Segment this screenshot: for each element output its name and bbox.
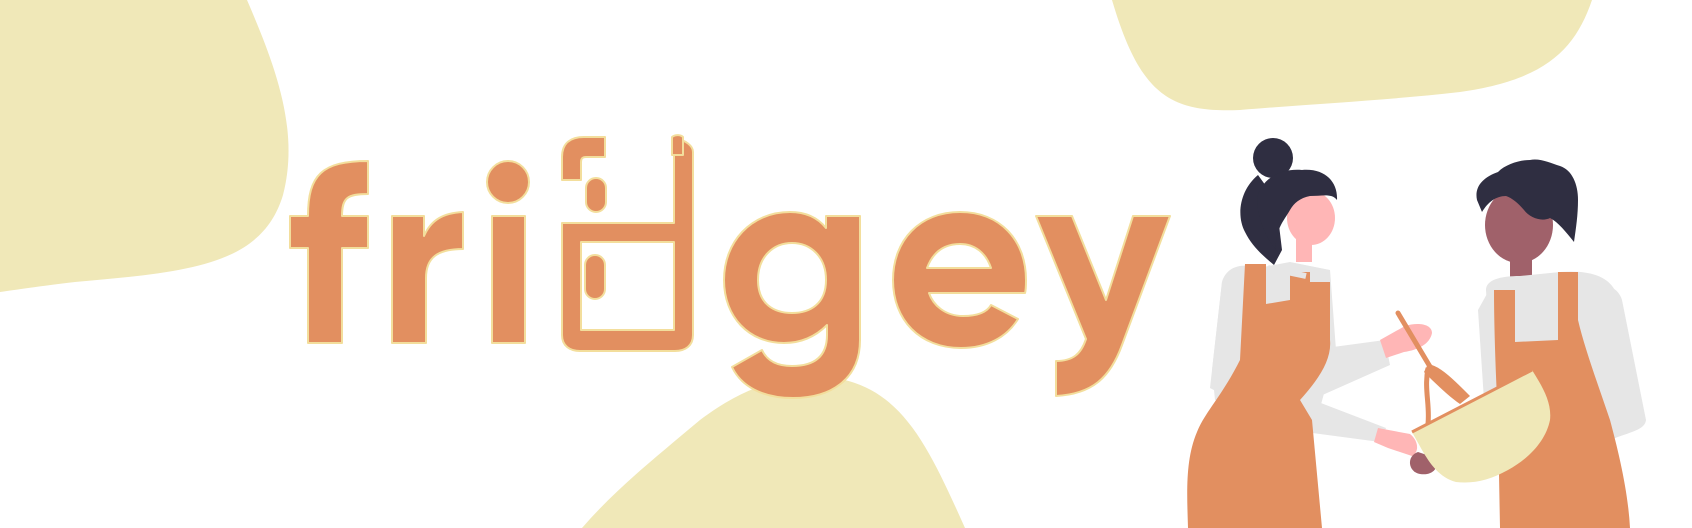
blob-top-right <box>1112 0 1592 111</box>
woman-right-hand <box>1380 324 1432 358</box>
whisk-wire <box>1424 367 1431 425</box>
whisk-icon <box>1395 310 1470 425</box>
wordmark-fridgey <box>289 134 1171 399</box>
fridge-lower-handle <box>584 254 606 300</box>
woman-apron-strap <box>1267 265 1307 279</box>
cooks-illustration <box>1187 138 1646 528</box>
fridge-upper-handle <box>585 177 607 213</box>
background-blobs <box>0 0 1592 528</box>
man-neck <box>1510 252 1532 280</box>
fridge-body <box>561 137 694 352</box>
letter-f <box>289 160 369 344</box>
fridge-cap <box>671 134 684 156</box>
woman-head <box>1287 191 1335 245</box>
woman-apron <box>1187 264 1331 528</box>
man-hair <box>1476 159 1578 242</box>
blob-bottom-center <box>582 377 965 528</box>
woman-left-hand <box>1374 428 1418 456</box>
woman-hair-bun <box>1253 138 1293 178</box>
letter-i-dot <box>486 160 530 204</box>
blob-top-left <box>0 0 289 292</box>
man-apron <box>1494 272 1630 528</box>
letter-y <box>1035 215 1171 397</box>
whisk-handle <box>1395 310 1435 373</box>
letter-i-stem <box>491 215 526 344</box>
letter-r <box>391 211 464 344</box>
mixing-bowl-icon <box>1412 370 1551 483</box>
fridge-icon <box>561 134 694 352</box>
woman-hair-front <box>1257 169 1338 250</box>
man-right-arm <box>1534 284 1646 458</box>
woman-neck <box>1296 238 1312 262</box>
woman-cook-figure <box>1187 138 1432 528</box>
fridge-top-door <box>561 136 606 181</box>
letter-e <box>892 211 1027 349</box>
mixing-bowl-rim <box>1411 368 1533 434</box>
whisk-head <box>1424 364 1470 404</box>
letter-g <box>723 211 861 399</box>
